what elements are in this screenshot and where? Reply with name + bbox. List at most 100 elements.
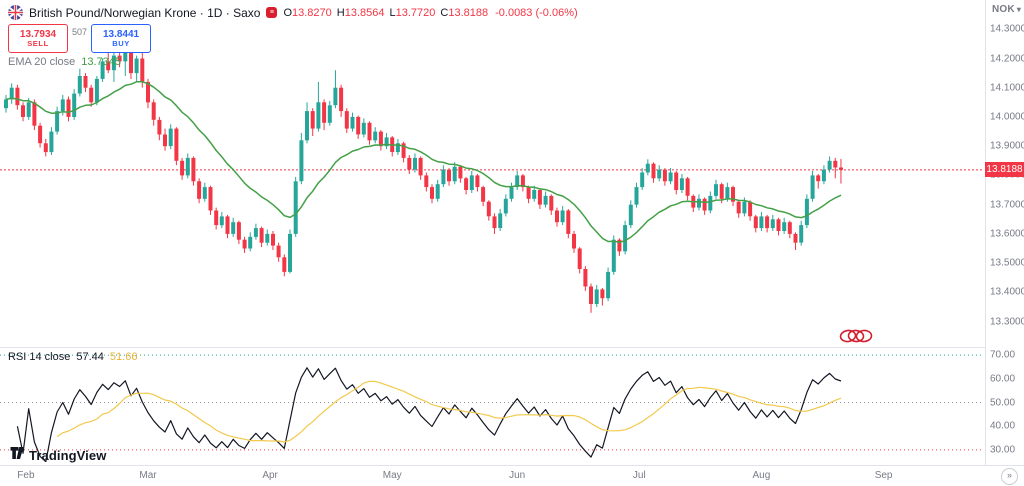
candle-body	[640, 172, 645, 188]
candle-body	[447, 169, 451, 182]
candle-body	[242, 239, 247, 249]
gb-flag-icon	[8, 5, 23, 20]
saxo-logo-icon: ≡	[266, 7, 278, 18]
candle-body	[282, 257, 287, 272]
candle-body	[26, 102, 31, 117]
candle-body	[407, 157, 412, 170]
candle-body	[526, 187, 531, 199]
candle-body	[21, 105, 25, 117]
rsi-line[interactable]	[16, 367, 842, 462]
ema-legend-value: 13.7345	[81, 56, 122, 68]
open-value: 13.8270	[292, 6, 332, 19]
drawing-annotation[interactable]	[839, 329, 873, 343]
candle-body	[657, 169, 662, 179]
candle-body	[572, 233, 576, 249]
price-tick-label: 14.3000	[990, 23, 1024, 35]
close-label: C	[440, 6, 449, 19]
price-tick-label: 14.1000	[990, 82, 1024, 94]
open-label: O	[283, 6, 293, 19]
tradingview-logo-icon	[10, 446, 24, 465]
candle-body	[208, 187, 213, 211]
candle-body	[464, 178, 469, 190]
pane-separator[interactable]	[0, 347, 1024, 348]
ema-legend-label: EMA 20 close	[8, 56, 76, 68]
candle-body	[441, 169, 446, 185]
rsi-tick-label: 40.00	[990, 420, 1016, 432]
price-tick-label: 13.4000	[990, 286, 1024, 298]
candle-body	[697, 198, 701, 208]
candle-body	[9, 87, 14, 100]
rsi-tick-label: 50.00	[990, 397, 1016, 408]
candle-body	[134, 58, 139, 74]
candle-body	[38, 125, 43, 144]
candle-body	[401, 143, 406, 158]
candle-body	[367, 122, 372, 141]
candle-body	[759, 216, 764, 229]
chart-canvas[interactable]	[0, 0, 984, 462]
candle-body	[617, 239, 622, 252]
candle-body	[94, 78, 99, 103]
candle-body	[651, 163, 656, 179]
low-value: 13.7720	[395, 6, 436, 19]
candle-body	[157, 119, 162, 135]
time-axis[interactable]: » Feb Mar Apr May Jun Jul Aug Sep	[0, 465, 1024, 486]
candle-body	[236, 222, 241, 240]
candle-body	[537, 190, 542, 205]
time-axis-label: Aug	[752, 470, 771, 481]
ema-line[interactable]	[5, 81, 842, 244]
change-value: -0.0083 (-0.06%)	[495, 6, 578, 19]
candle-body	[708, 195, 713, 211]
candle-body	[60, 99, 65, 112]
candle-body	[623, 225, 628, 252]
candle-body	[685, 178, 690, 196]
candle-body	[100, 61, 105, 79]
rsi-legend[interactable]: RSI 14 close 57.44 51.66	[8, 351, 137, 363]
trade-widget: 13.7934 SELL 507 13.8441 BUY	[8, 24, 152, 53]
time-axis-label: May	[382, 470, 402, 481]
candle-body	[373, 131, 378, 141]
price-axis-currency[interactable]: NOK ▾	[992, 4, 1021, 15]
sell-label: SELL	[27, 38, 49, 48]
candle-body	[168, 128, 173, 147]
buy-button[interactable]: 13.8441 BUY	[91, 24, 152, 53]
candle-body	[486, 201, 491, 217]
annotation-circle	[839, 329, 857, 343]
candle-body	[515, 175, 520, 188]
candle-body	[66, 99, 71, 117]
price-axis[interactable]: NOK ▾ 14.3000 14.2000 14.1000 14.0000 13.9000…	[985, 0, 1024, 465]
candle-body	[77, 76, 82, 94]
tradingview-watermark[interactable]: TradingView	[10, 446, 106, 465]
rsi-ma-line[interactable]	[56, 380, 842, 443]
candle-body	[827, 160, 832, 170]
candle-body	[782, 222, 787, 231]
candle-body	[804, 198, 809, 226]
candle-body	[111, 55, 116, 71]
high-value: 13.8564	[344, 6, 385, 19]
candle-body	[32, 102, 37, 126]
candle-body	[322, 102, 327, 123]
candle-body	[475, 175, 480, 188]
symbol-title[interactable]: British Pound/Norwegian Krone · 1D · Sax…	[29, 5, 261, 20]
candle-body	[248, 236, 253, 249]
candle-body	[589, 286, 593, 304]
high-label: H	[336, 6, 345, 19]
candle-body	[430, 187, 434, 199]
low-label: L	[389, 6, 396, 19]
candle-body	[503, 198, 508, 214]
candle-body	[214, 210, 219, 226]
current-price-badge: 13.8188	[985, 162, 1024, 178]
time-axis-label: Sep	[874, 470, 893, 481]
price-tick-label: 13.9000	[990, 140, 1024, 152]
candle-body	[174, 128, 179, 161]
price-tick-label: 13.7000	[990, 199, 1024, 211]
rsi-tick-label: 70.00	[990, 349, 1016, 361]
candle-body	[151, 102, 156, 120]
candle-body	[583, 269, 588, 287]
go-to-realtime-button[interactable]: »	[1001, 468, 1018, 485]
candle-body	[628, 204, 633, 226]
ema-legend[interactable]: EMA 20 close 13.7345	[8, 56, 121, 68]
ohlc-legend: O13.8270 H13.8564 L13.7720 C13.8188 -0.0…	[283, 7, 577, 19]
sell-button[interactable]: 13.7934 SELL	[8, 24, 68, 53]
candle-body	[310, 111, 315, 129]
candle-body	[714, 184, 718, 196]
